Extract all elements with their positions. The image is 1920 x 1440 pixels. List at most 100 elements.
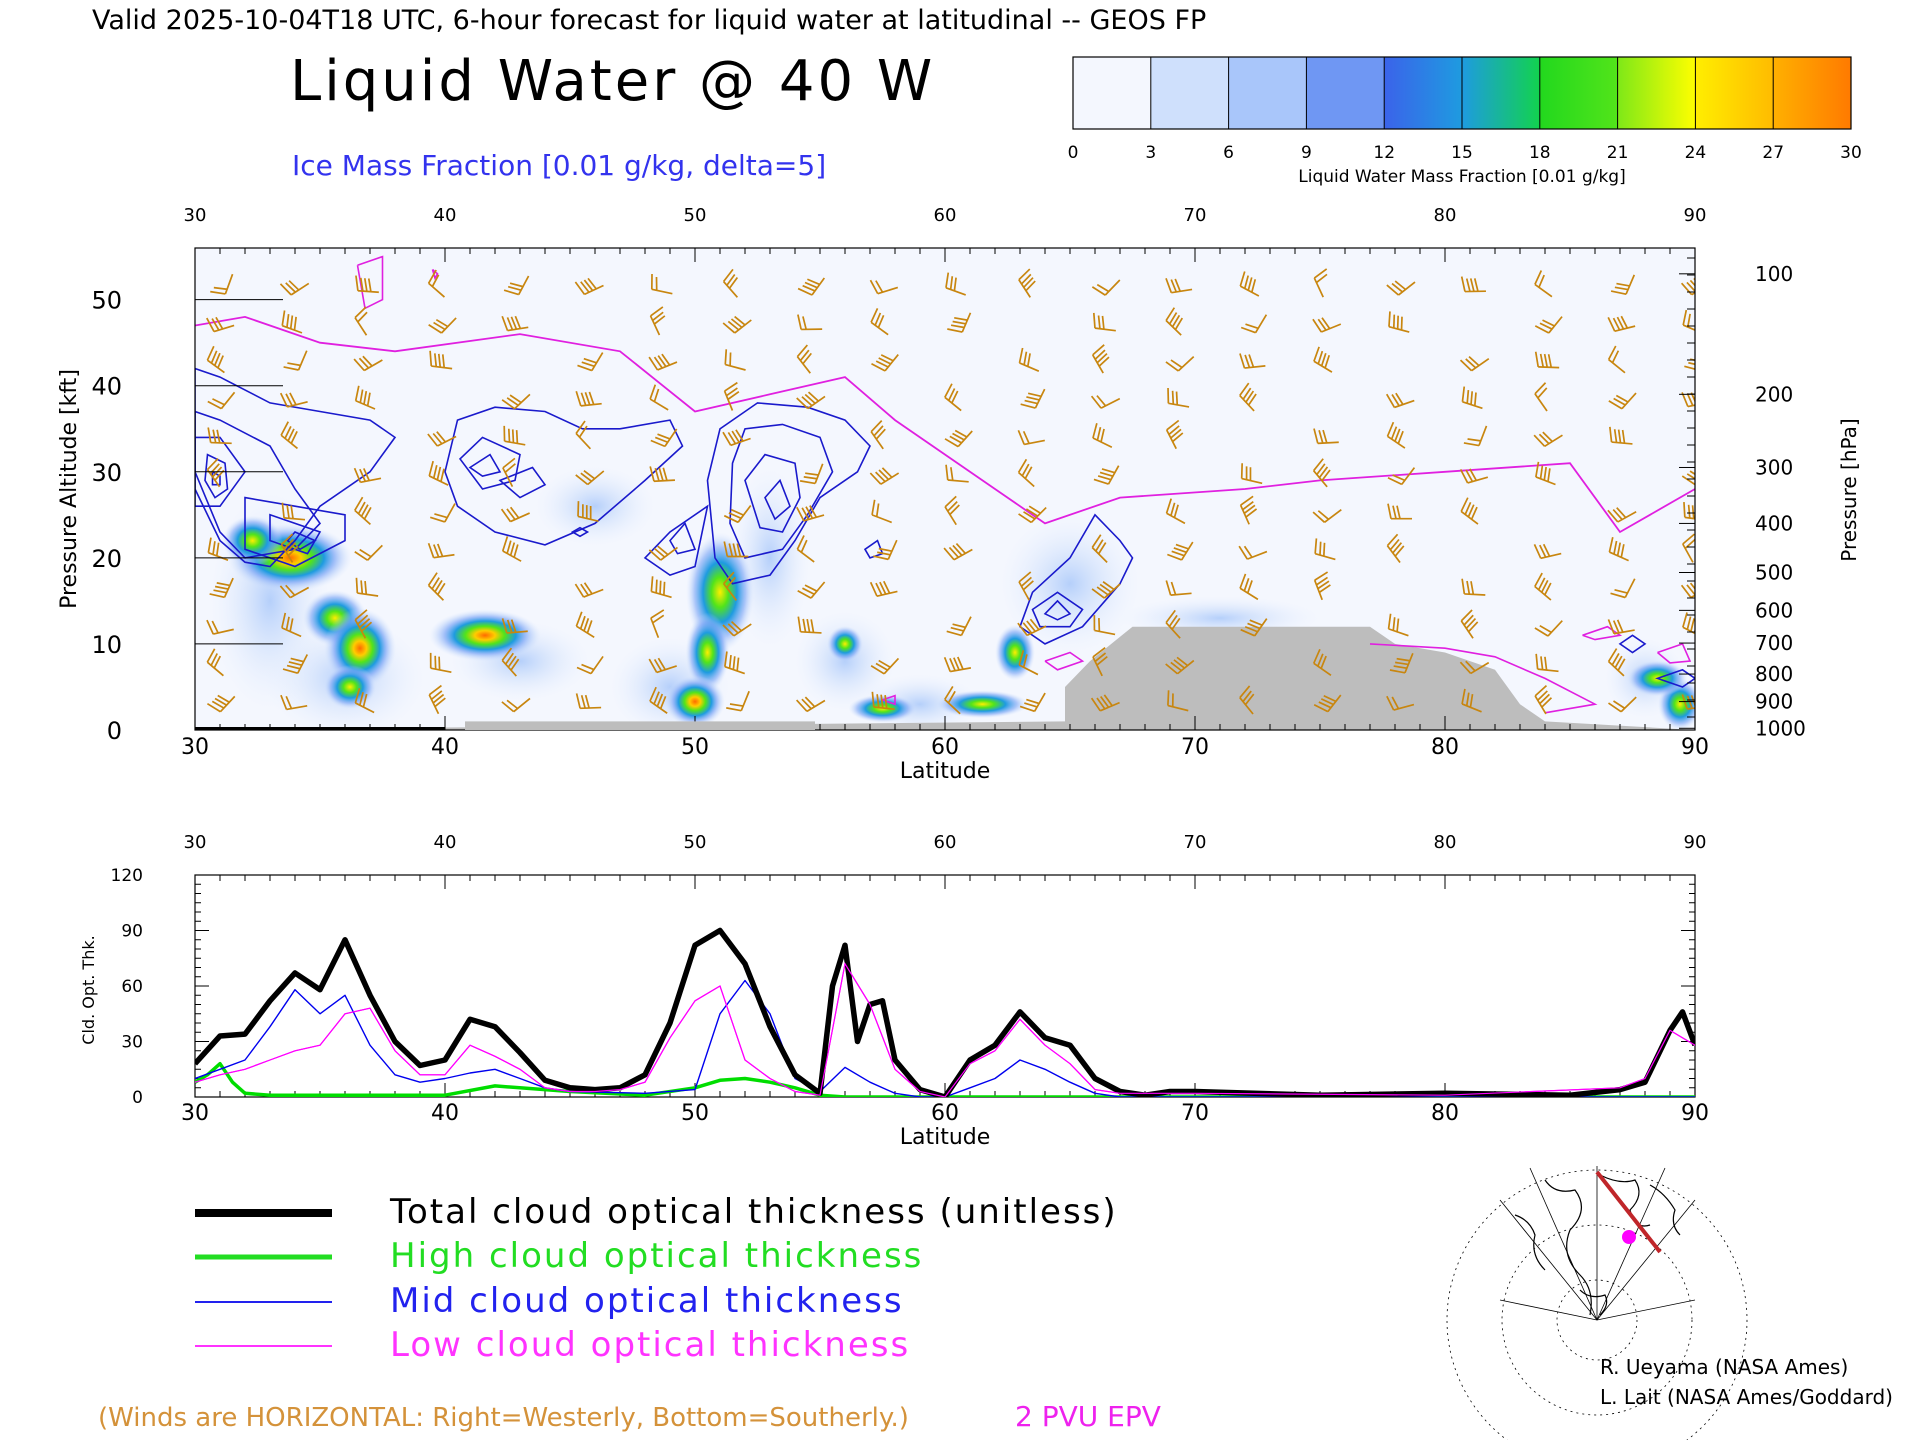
wind-barb <box>1091 534 1108 563</box>
wind-barb <box>650 609 665 639</box>
pressure-tick-label: 700 <box>1755 631 1793 655</box>
wind-barb <box>1681 469 1695 486</box>
wind-barb <box>1534 351 1560 369</box>
ice-contour <box>244 496 346 568</box>
colorbar-segment <box>1773 57 1851 129</box>
top-xtick-label: 70 <box>1181 735 1209 760</box>
wind-barb <box>206 619 234 635</box>
wind-barb <box>427 572 446 601</box>
wind-barb <box>1239 353 1266 369</box>
wind-barb <box>1240 618 1268 637</box>
ice-contour <box>1618 634 1647 654</box>
liquid-water-maximum <box>665 675 725 728</box>
wind-barb <box>210 273 234 295</box>
epv-contour <box>356 255 384 310</box>
liquid-water-maximum <box>685 612 730 693</box>
top-xtick-label-upper: 30 <box>184 205 207 226</box>
ice-contour <box>1043 599 1072 621</box>
wind-barb <box>947 312 972 333</box>
colorbar-segment <box>1228 57 1307 129</box>
colorbar-tick-label: 3 <box>1145 143 1156 163</box>
optical-thickness-ticks: 30 30 40 40 50 50 60 60 70 70 80 80 90 90 0 30 60 90 120 <box>111 832 1709 1126</box>
wind-barb <box>1165 656 1195 675</box>
bottom-xtick-label-upper: 60 <box>934 832 957 853</box>
epv-small-contours <box>356 255 1692 714</box>
wind-barb <box>1460 609 1479 639</box>
wind-barb <box>1387 503 1412 520</box>
wind-barb <box>1386 280 1416 296</box>
optical-thickness-lines <box>195 927 1695 1097</box>
ice-contour <box>764 478 791 521</box>
wind-barb <box>1313 571 1331 601</box>
bottom-ytick-label: 0 <box>132 1088 143 1108</box>
wind-barb <box>1017 458 1035 488</box>
wind-barb <box>1389 653 1414 674</box>
ice-contour <box>195 436 246 507</box>
wind-barb <box>500 506 530 523</box>
legend-label-high: High cloud optical thickness <box>390 1236 923 1276</box>
pressure-tick-label: 600 <box>1755 598 1793 622</box>
ice-contour <box>498 466 547 499</box>
wind-barb <box>797 277 826 296</box>
top-xtick-label: 90 <box>1681 735 1709 760</box>
ice-contour <box>269 513 322 555</box>
wind-barb <box>1387 613 1409 637</box>
ice-contour <box>744 453 801 533</box>
pressure-tick-label: 900 <box>1755 690 1793 714</box>
wind-barb <box>280 533 299 563</box>
wind-barb <box>1165 278 1193 294</box>
wind-barb <box>1165 580 1192 596</box>
bottom-xtick-label: 90 <box>1681 1101 1709 1126</box>
wind-barb <box>1459 356 1490 372</box>
credit-lait: L. Lait (NASA Ames/Goddard) <box>1600 1385 1893 1409</box>
wind-barb <box>1459 660 1490 675</box>
wind-barb <box>1018 505 1047 524</box>
colorbar-segment <box>1462 57 1540 129</box>
wind-barb <box>726 690 750 712</box>
wind-barb <box>354 306 368 336</box>
colorbar-segment <box>1539 57 1618 129</box>
wind-barb <box>1313 694 1342 713</box>
liquid-water-haze <box>535 466 655 547</box>
wind-barb <box>648 353 678 371</box>
wind-barb <box>1312 317 1342 333</box>
bottom-xtick-label: 50 <box>681 1101 709 1126</box>
wind-barb <box>944 685 961 715</box>
terrain <box>195 626 1695 730</box>
low-optical-thickness-overlay <box>195 962 1695 1097</box>
liquid-water-maximum <box>429 609 541 662</box>
top-ytick-label: 40 <box>91 373 122 401</box>
top-xtick-label-upper: 70 <box>1184 205 1207 226</box>
wind-barb <box>1682 533 1695 563</box>
cross-section-ticks: 3030404050506060707080809090010203040501… <box>91 205 1805 760</box>
wind-barb <box>1459 468 1489 484</box>
bottom-ylabel: Cld. Opt. Thk. <box>79 935 98 1044</box>
wind-barb <box>1239 271 1260 297</box>
wind-barb <box>428 460 449 486</box>
wind-barb <box>501 647 520 677</box>
liquid-water-maximum <box>222 515 283 566</box>
wind-barb <box>796 535 815 563</box>
bottom-xtick-label: 80 <box>1431 1101 1459 1126</box>
wind-barb <box>1091 279 1121 296</box>
wind-barb <box>429 503 456 523</box>
wind-barb <box>353 355 383 372</box>
wind-barb <box>1607 648 1626 677</box>
wind-barb <box>1092 312 1116 332</box>
bottom-xtick-label-upper: 70 <box>1184 832 1207 853</box>
locator-map <box>1446 1165 1748 1440</box>
wind-barb <box>1018 571 1034 601</box>
wind-barb <box>209 577 234 599</box>
wind-barb <box>650 274 673 295</box>
bottom-ytick-label: 120 <box>111 866 143 886</box>
wind-barb <box>1388 311 1410 333</box>
bottom-xtick-label: 30 <box>181 1101 209 1126</box>
ice-contour <box>286 531 317 551</box>
wind-barb <box>722 429 751 447</box>
wind-barb <box>650 428 678 448</box>
liquid-water-haze <box>1000 513 1140 654</box>
wind-barb <box>503 425 526 446</box>
wind-barb <box>282 654 309 675</box>
wind-barb <box>797 581 826 599</box>
